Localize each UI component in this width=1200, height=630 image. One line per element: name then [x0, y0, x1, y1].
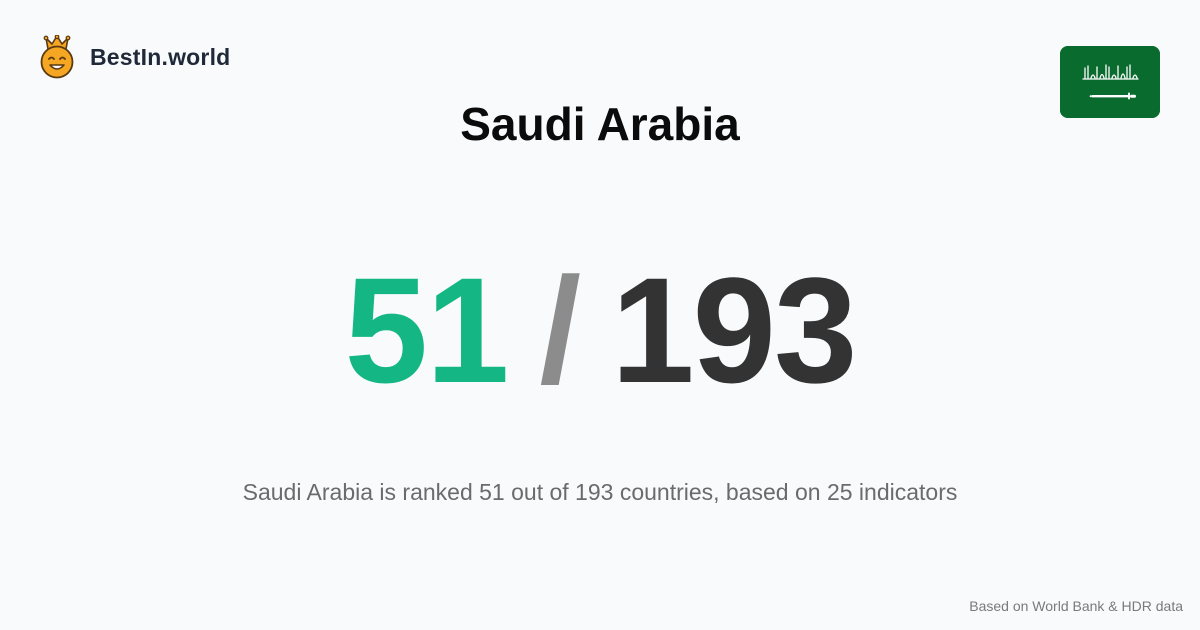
rank-summary: Saudi Arabia is ranked 51 out of 193 cou…	[242, 479, 958, 505]
brand-logo[interactable]: BestIn.world	[38, 35, 230, 79]
data-source-note: Based on World Bank & HDR data	[969, 598, 1183, 614]
rank-value: 51	[344, 246, 510, 414]
saudi-arabia-flag-icon	[1060, 46, 1160, 118]
rank-total: 193	[611, 246, 857, 414]
site-name[interactable]: BestIn.world	[90, 43, 231, 70]
rank-display: 51/193	[0, 255, 1200, 405]
country-title: Saudi Arabia	[460, 98, 740, 150]
crown-smiley-icon	[40, 35, 74, 79]
rank-separator: /	[539, 246, 581, 414]
